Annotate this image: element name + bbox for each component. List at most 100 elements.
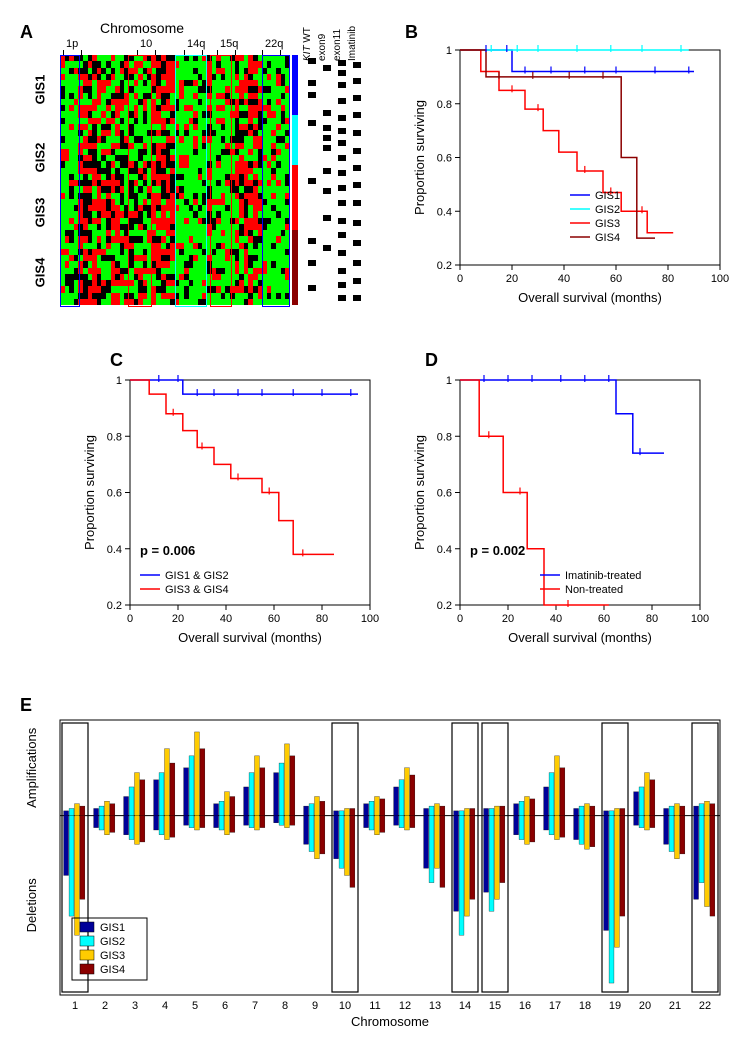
- svg-text:Overall survival (months): Overall survival (months): [178, 630, 322, 645]
- figure-container: A Chromosome 1p1014q15q22q GIS1GIS2GIS3G…: [10, 10, 735, 1040]
- marker: [338, 128, 346, 134]
- marker: [338, 250, 346, 256]
- svg-text:0.6: 0.6: [437, 153, 452, 165]
- svg-text:14: 14: [459, 1000, 471, 1012]
- panel-d-label: D: [425, 350, 438, 371]
- panel-e: 12345678910111213141516171819202122Ampli…: [20, 710, 730, 1030]
- svg-text:GIS1: GIS1: [595, 190, 620, 202]
- subtype-bar: [292, 230, 298, 305]
- marker: [338, 232, 346, 238]
- svg-text:0: 0: [457, 613, 463, 625]
- marker: [338, 155, 346, 161]
- marker: [308, 80, 316, 86]
- marker: [353, 112, 361, 118]
- marker: [353, 148, 361, 154]
- svg-text:Overall survival (months): Overall survival (months): [508, 630, 652, 645]
- marker: [323, 145, 331, 151]
- svg-text:0.2: 0.2: [437, 260, 452, 272]
- chrom-label: 15q: [220, 38, 238, 50]
- svg-text:GIS3: GIS3: [100, 950, 125, 962]
- marker: [323, 135, 331, 141]
- chrom-label: 22q: [265, 38, 283, 50]
- svg-text:12: 12: [399, 1000, 411, 1012]
- svg-text:20: 20: [502, 613, 514, 625]
- svg-text:1: 1: [446, 45, 452, 57]
- svg-text:18: 18: [579, 1000, 591, 1012]
- marker: [338, 60, 346, 66]
- svg-text:80: 80: [316, 613, 328, 625]
- svg-text:40: 40: [550, 613, 562, 625]
- marker: [308, 178, 316, 184]
- svg-text:8: 8: [282, 1000, 288, 1012]
- svg-text:0.2: 0.2: [437, 600, 452, 612]
- panel-d: 0204060801000.20.40.60.81Overall surviva…: [410, 370, 710, 650]
- chrom-label: 14q: [187, 38, 205, 50]
- svg-text:0.4: 0.4: [107, 544, 122, 556]
- svg-text:0.8: 0.8: [107, 431, 122, 443]
- marker: [353, 95, 361, 101]
- svg-text:Amplifications: Amplifications: [24, 727, 39, 808]
- marker: [338, 185, 346, 191]
- svg-text:80: 80: [662, 273, 674, 285]
- heatmap-title: Chromosome: [100, 20, 184, 36]
- plot-d-svg: 0204060801000.20.40.60.81Overall surviva…: [410, 370, 710, 650]
- marker: [353, 200, 361, 206]
- subtype-bar: [292, 115, 298, 165]
- marker: [323, 110, 331, 116]
- marker: [353, 240, 361, 246]
- svg-text:Chromosome: Chromosome: [351, 1014, 429, 1029]
- svg-text:0.6: 0.6: [107, 488, 122, 500]
- svg-text:0: 0: [457, 273, 463, 285]
- svg-text:Overall survival (months): Overall survival (months): [518, 290, 662, 305]
- svg-text:6: 6: [222, 1000, 228, 1012]
- svg-text:80: 80: [646, 613, 658, 625]
- svg-text:GIS1 & GIS2: GIS1 & GIS2: [165, 570, 229, 582]
- marker: [338, 282, 346, 288]
- marker: [338, 70, 346, 76]
- marker: [323, 188, 331, 194]
- region-box: [262, 55, 290, 307]
- marker: [323, 168, 331, 174]
- svg-text:13: 13: [429, 1000, 441, 1012]
- svg-text:GIS3 & GIS4: GIS3 & GIS4: [165, 584, 229, 596]
- marker-col: [353, 55, 363, 305]
- gis-label: GIS1: [32, 75, 47, 105]
- chrom-label: 10: [140, 38, 152, 50]
- svg-text:15: 15: [489, 1000, 501, 1012]
- svg-text:20: 20: [506, 273, 518, 285]
- svg-text:0.4: 0.4: [437, 206, 452, 218]
- svg-text:60: 60: [610, 273, 622, 285]
- svg-text:1: 1: [116, 375, 122, 387]
- svg-text:1: 1: [446, 375, 452, 387]
- marker: [353, 62, 361, 68]
- svg-text:0.4: 0.4: [437, 544, 452, 556]
- marker: [353, 260, 361, 266]
- svg-text:60: 60: [268, 613, 280, 625]
- svg-text:100: 100: [361, 613, 379, 625]
- plot-c-svg: 0204060801000.20.40.60.81Overall surviva…: [80, 370, 380, 650]
- subtype-bar: [292, 165, 298, 230]
- marker: [338, 268, 346, 274]
- svg-text:GIS2: GIS2: [100, 936, 125, 948]
- marker: [308, 120, 316, 126]
- svg-text:17: 17: [549, 1000, 561, 1012]
- svg-text:p = 0.006: p = 0.006: [140, 543, 195, 558]
- svg-text:60: 60: [598, 613, 610, 625]
- svg-text:1: 1: [72, 1000, 78, 1012]
- marker: [353, 130, 361, 136]
- marker: [338, 218, 346, 224]
- marker: [338, 200, 346, 206]
- svg-text:Proportion surviving: Proportion surviving: [412, 100, 427, 215]
- region-box: [175, 55, 207, 307]
- svg-text:Non-treated: Non-treated: [565, 584, 623, 596]
- marker-col: [338, 55, 348, 305]
- svg-text:100: 100: [691, 613, 709, 625]
- chrom-label: 1p: [66, 38, 78, 50]
- svg-text:21: 21: [669, 1000, 681, 1012]
- svg-text:10: 10: [339, 1000, 351, 1012]
- svg-text:GIS3: GIS3: [595, 218, 620, 230]
- svg-text:16: 16: [519, 1000, 531, 1012]
- marker: [308, 285, 316, 291]
- marker: [308, 58, 316, 64]
- svg-text:Proportion surviving: Proportion surviving: [412, 435, 427, 550]
